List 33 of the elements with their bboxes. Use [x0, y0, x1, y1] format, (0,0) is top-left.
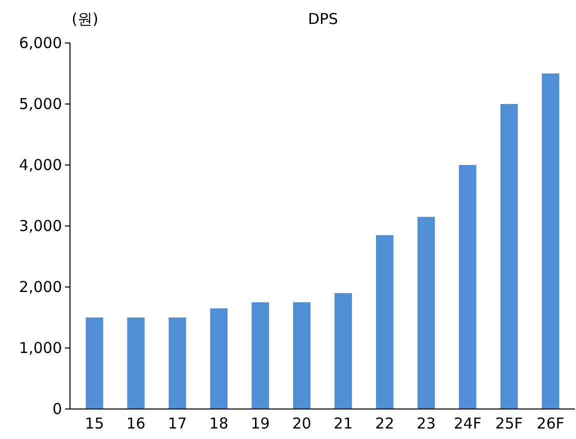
bar	[252, 302, 270, 409]
bar	[86, 318, 104, 409]
x-tick-label: 19	[250, 414, 270, 432]
x-tick-label: 20	[292, 414, 312, 432]
x-tick-label: 24F	[454, 414, 482, 432]
x-tick-label: 26F	[536, 414, 564, 432]
bar	[500, 104, 518, 409]
bar	[542, 74, 560, 409]
bar	[458, 165, 476, 409]
y-tick-label: 6,000	[19, 34, 62, 52]
y-tick-label: 4,000	[19, 156, 62, 174]
x-tick-label: 25F	[495, 414, 523, 432]
x-tick-label: 18	[209, 414, 228, 432]
bar	[417, 216, 435, 409]
bar	[376, 235, 394, 409]
bar	[168, 318, 186, 409]
chart-title: DPS	[308, 10, 338, 28]
bar	[334, 293, 352, 409]
x-tick-label: 16	[126, 414, 146, 432]
y-tick-label: 3,000	[19, 216, 62, 235]
y-tick-label: 0	[52, 400, 62, 418]
y-tick-label: 1,000	[19, 338, 62, 357]
y-tick-label: 2,000	[19, 278, 62, 296]
bar	[127, 318, 145, 409]
x-tick-label: 21	[334, 414, 353, 432]
y-tick-label: 5,000	[19, 94, 62, 113]
y-axis-title: (원)	[72, 10, 98, 28]
bar	[210, 308, 228, 409]
x-tick-label: 23	[416, 414, 436, 432]
x-tick-label: 22	[375, 414, 394, 432]
bar	[293, 302, 310, 409]
x-tick-label: 17	[168, 414, 187, 432]
x-tick-label: 15	[84, 414, 104, 432]
